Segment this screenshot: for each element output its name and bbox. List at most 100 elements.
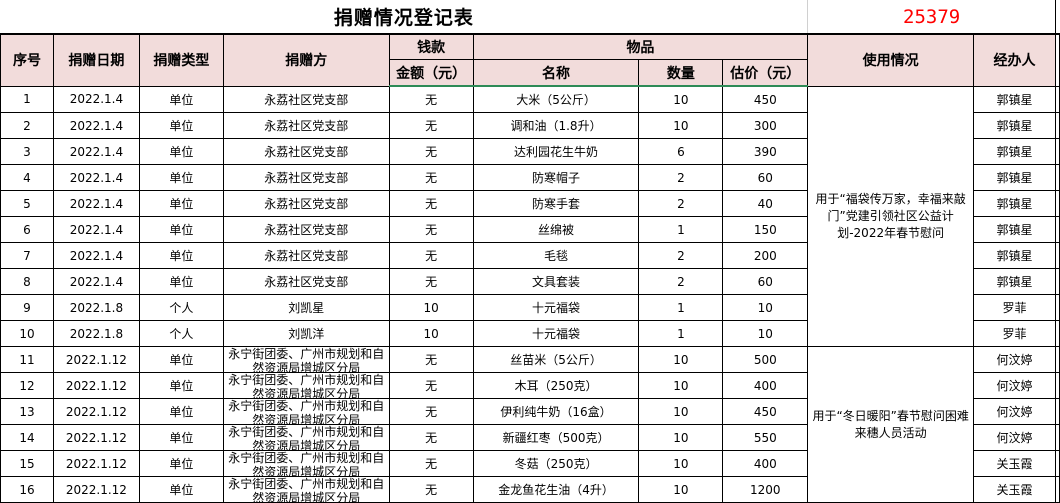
cell-donor[interactable]: 永荔社区党支部 xyxy=(222,190,390,217)
sheet-title[interactable]: 捐赠情况登记表 xyxy=(0,0,809,34)
header-handler[interactable]: 经办人 xyxy=(973,33,1056,87)
cell-handler[interactable]: 郭镇星 xyxy=(973,85,1056,113)
header-date[interactable]: 捐赠日期 xyxy=(52,33,140,87)
cell-seq[interactable]: 3 xyxy=(0,138,54,165)
cell-date[interactable]: 2022.1.12 xyxy=(52,372,140,399)
cell-handler[interactable]: 何汶婷 xyxy=(973,398,1056,425)
cell-name[interactable]: 丝绵被 xyxy=(472,216,640,243)
cell-name[interactable]: 防寒帽子 xyxy=(472,164,640,191)
cell-donor[interactable]: 永宁街团委、广州市规划和自然资源局增城区分局 xyxy=(222,372,390,399)
header-name[interactable]: 名称 xyxy=(472,59,640,87)
cell-handler[interactable]: 郭镇星 xyxy=(973,112,1056,139)
cell-qty[interactable]: 2 xyxy=(638,164,724,191)
header-money[interactable]: 钱款 xyxy=(388,33,474,60)
cell-donor[interactable]: 刘凯星 xyxy=(222,294,390,321)
cell-est[interactable]: 60 xyxy=(722,164,809,191)
cell-qty[interactable]: 2 xyxy=(638,268,724,295)
cell-date[interactable]: 2022.1.12 xyxy=(52,424,140,451)
cell-qty[interactable]: 1 xyxy=(638,216,724,243)
cell-seq[interactable]: 14 xyxy=(0,424,54,451)
cell-est[interactable]: 500 xyxy=(722,346,809,373)
cell-amount[interactable]: 无 xyxy=(388,190,474,217)
cell-date[interactable]: 2022.1.4 xyxy=(52,138,140,165)
cell-qty[interactable]: 10 xyxy=(638,398,724,425)
cell-name[interactable]: 丝苗米（5公斤） xyxy=(472,346,640,373)
cell-type[interactable]: 单位 xyxy=(138,450,224,477)
cell-donor[interactable]: 永宁街团委、广州市规划和自然资源局增城区分局 xyxy=(222,450,390,477)
cell-empty[interactable] xyxy=(1054,268,1060,295)
cell-amount[interactable]: 无 xyxy=(388,268,474,295)
cell-seq[interactable]: 10 xyxy=(0,320,54,347)
cell-empty[interactable] xyxy=(1054,138,1060,165)
cell-est[interactable]: 550 xyxy=(722,424,809,451)
cell-qty[interactable]: 10 xyxy=(638,450,724,477)
cell-est[interactable]: 10 xyxy=(722,320,809,347)
cell-amount[interactable]: 无 xyxy=(388,424,474,451)
cell-empty[interactable] xyxy=(1054,424,1060,451)
cell-empty[interactable] xyxy=(1054,190,1060,217)
cell-qty[interactable]: 10 xyxy=(638,476,724,503)
cell-handler[interactable]: 何汶婷 xyxy=(973,372,1056,399)
cell-donor[interactable]: 永荔社区党支部 xyxy=(222,138,390,165)
cell-empty[interactable] xyxy=(1054,346,1060,373)
cell-amount[interactable]: 无 xyxy=(388,242,474,269)
cell-handler[interactable]: 何汶婷 xyxy=(973,424,1056,451)
cell-amount[interactable]: 无 xyxy=(388,138,474,165)
header-est[interactable]: 估价（元） xyxy=(722,59,809,87)
cell-empty[interactable] xyxy=(1054,398,1060,425)
cell-name[interactable]: 调和油（1.8升） xyxy=(472,112,640,139)
cell-handler[interactable]: 郭镇星 xyxy=(973,268,1056,295)
cell-handler[interactable]: 罗菲 xyxy=(973,294,1056,321)
cell-est[interactable]: 60 xyxy=(722,268,809,295)
header-amount[interactable]: 金额（元） xyxy=(388,59,474,87)
cell-empty[interactable] xyxy=(1054,216,1060,243)
cell-name[interactable]: 达利园花生牛奶 xyxy=(472,138,640,165)
cell-empty[interactable] xyxy=(1054,372,1060,399)
cell-donor[interactable]: 永荔社区党支部 xyxy=(222,85,390,113)
cell-qty[interactable]: 2 xyxy=(638,242,724,269)
cell-handler[interactable]: 郭镇星 xyxy=(973,138,1056,165)
cell-empty[interactable] xyxy=(1054,294,1060,321)
cell-amount[interactable]: 10 xyxy=(388,320,474,347)
cell-amount[interactable]: 无 xyxy=(388,346,474,373)
cell-seq[interactable]: 9 xyxy=(0,294,54,321)
cell-type[interactable]: 个人 xyxy=(138,294,224,321)
cell-empty[interactable] xyxy=(1054,476,1060,503)
cell-type[interactable]: 单位 xyxy=(138,372,224,399)
cell-handler[interactable]: 郭镇星 xyxy=(973,216,1056,243)
header-usage[interactable]: 使用情况 xyxy=(807,33,975,87)
cell-date[interactable]: 2022.1.4 xyxy=(52,164,140,191)
cell-est[interactable]: 150 xyxy=(722,216,809,243)
cell-usage[interactable]: 用于“冬日暖阳”春节慰问困难来穗人员活动 xyxy=(807,346,975,503)
cell-qty[interactable]: 10 xyxy=(638,346,724,373)
cell-name[interactable]: 防寒手套 xyxy=(472,190,640,217)
cell-seq[interactable]: 2 xyxy=(0,112,54,139)
cell-est[interactable]: 10 xyxy=(722,294,809,321)
cell-donor[interactable]: 永荔社区党支部 xyxy=(222,164,390,191)
cell-seq[interactable]: 15 xyxy=(0,450,54,477)
cell-type[interactable]: 单位 xyxy=(138,346,224,373)
cell-type[interactable]: 单位 xyxy=(138,190,224,217)
cell-est[interactable]: 200 xyxy=(722,242,809,269)
cell-empty[interactable] xyxy=(1054,320,1060,347)
cell-handler[interactable]: 郭镇星 xyxy=(973,190,1056,217)
cell-name[interactable]: 木耳（250克） xyxy=(472,372,640,399)
serial-number[interactable]: 25379 xyxy=(903,5,961,28)
cell-type[interactable]: 单位 xyxy=(138,424,224,451)
cell-amount[interactable]: 10 xyxy=(388,294,474,321)
cell-date[interactable]: 2022.1.12 xyxy=(52,398,140,425)
cell-est[interactable]: 450 xyxy=(722,398,809,425)
cell-handler[interactable]: 关玉霞 xyxy=(973,476,1056,503)
cell-amount[interactable]: 无 xyxy=(388,372,474,399)
cell-qty[interactable]: 1 xyxy=(638,320,724,347)
cell-amount[interactable]: 无 xyxy=(388,398,474,425)
cell-type[interactable]: 单位 xyxy=(138,164,224,191)
cell-type[interactable]: 单位 xyxy=(138,398,224,425)
cell-amount[interactable]: 无 xyxy=(388,216,474,243)
cell-seq[interactable]: 6 xyxy=(0,216,54,243)
cell-date[interactable]: 2022.1.4 xyxy=(52,190,140,217)
cell-donor[interactable]: 永荔社区党支部 xyxy=(222,242,390,269)
cell-date[interactable]: 2022.1.4 xyxy=(52,216,140,243)
cell-name[interactable]: 伊利纯牛奶（16盒） xyxy=(472,398,640,425)
cell-seq[interactable]: 11 xyxy=(0,346,54,373)
